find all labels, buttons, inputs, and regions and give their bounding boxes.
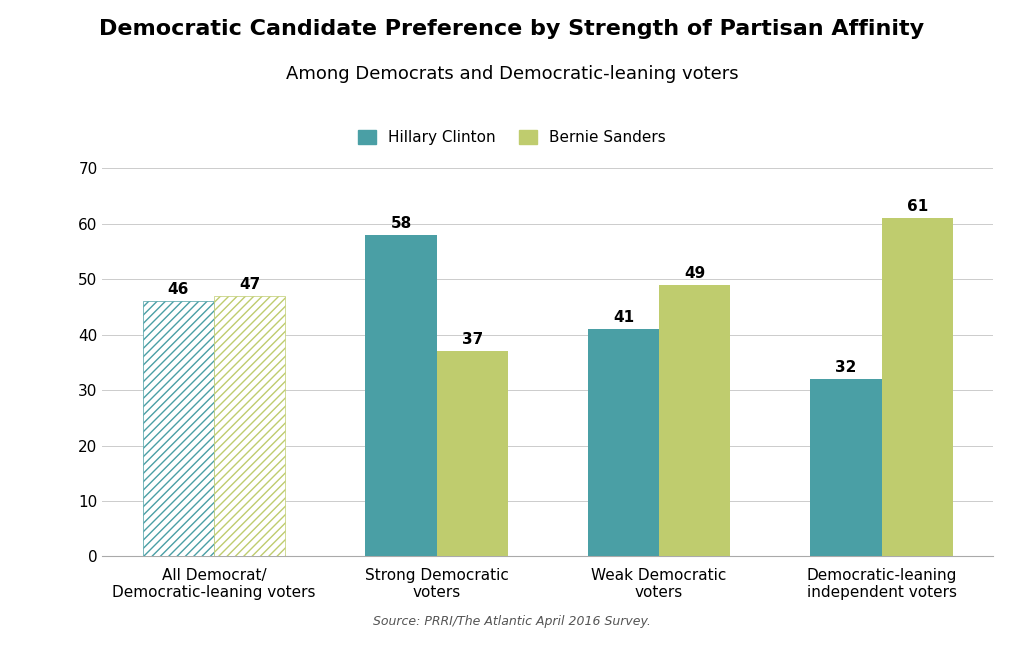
Bar [214,296,286,556]
Text: 37: 37 [462,333,482,347]
Text: Among Democrats and Democratic-leaning voters: Among Democrats and Democratic-leaning v… [286,65,738,83]
Text: Democratic Candidate Preference by Strength of Partisan Affinity: Democratic Candidate Preference by Stren… [99,19,925,39]
Text: 32: 32 [836,360,857,375]
Text: 58: 58 [390,216,412,231]
Text: Source: PRRI/The Atlantic April 2016 Survey.: Source: PRRI/The Atlantic April 2016 Sur… [373,615,651,628]
Bar [659,285,730,556]
Text: 61: 61 [906,199,928,214]
Text: 46: 46 [168,283,189,298]
Bar [588,329,659,556]
Text: 47: 47 [239,277,260,292]
Bar [143,302,214,556]
Bar [366,235,436,556]
Bar [810,379,882,556]
Text: 41: 41 [613,310,634,325]
Legend: Hillary Clinton, Bernie Sanders: Hillary Clinton, Bernie Sanders [351,124,673,151]
Bar [882,218,952,556]
Bar [436,351,508,556]
Text: 49: 49 [684,266,706,281]
